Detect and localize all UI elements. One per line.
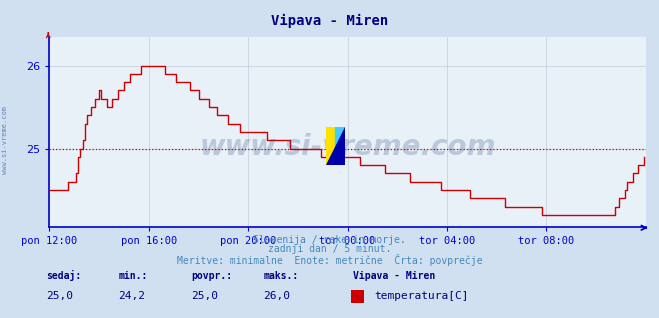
Text: 24,2: 24,2 xyxy=(119,291,146,301)
Text: Vipava - Miren: Vipava - Miren xyxy=(271,14,388,29)
Text: www.si-vreme.com: www.si-vreme.com xyxy=(200,133,496,161)
Text: www.si-vreme.com: www.si-vreme.com xyxy=(2,106,9,174)
Text: temperatura[C]: temperatura[C] xyxy=(374,291,469,301)
Text: Meritve: minimalne  Enote: metrične  Črta: povprečje: Meritve: minimalne Enote: metrične Črta:… xyxy=(177,254,482,266)
Bar xyxy=(326,127,335,165)
Text: zadnji dan / 5 minut.: zadnji dan / 5 minut. xyxy=(268,244,391,254)
Polygon shape xyxy=(326,127,345,165)
Text: maks.:: maks.: xyxy=(264,272,299,281)
Bar xyxy=(335,127,345,165)
Text: povpr.:: povpr.: xyxy=(191,272,232,281)
Text: 25,0: 25,0 xyxy=(46,291,73,301)
Text: 25,0: 25,0 xyxy=(191,291,218,301)
Text: 26,0: 26,0 xyxy=(264,291,291,301)
Text: sedaj:: sedaj: xyxy=(46,270,81,281)
Text: Vipava - Miren: Vipava - Miren xyxy=(353,271,435,281)
Text: min.:: min.: xyxy=(119,272,148,281)
Text: Slovenija / reke in morje.: Slovenija / reke in morje. xyxy=(253,235,406,245)
